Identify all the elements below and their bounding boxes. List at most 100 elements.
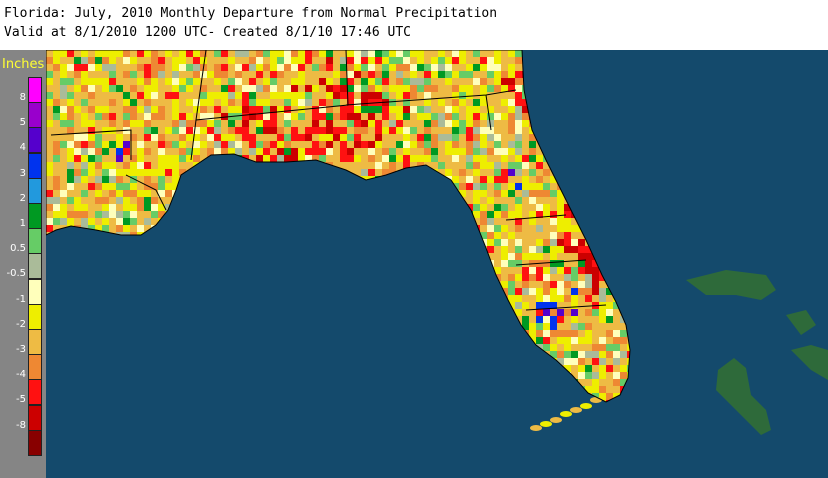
precip-cell [508,169,516,177]
precip-cell [116,120,124,128]
precip-cell [417,141,425,149]
precip-cell [144,162,152,170]
precip-cell [172,141,180,149]
legend-label: 5 [19,117,26,129]
precip-cell [613,330,621,338]
precip-cell [620,330,628,338]
precip-cell [515,176,523,184]
precip-cell [396,120,404,128]
precip-cell [137,190,145,198]
precip-cell [543,232,551,240]
precip-cell [186,71,194,79]
precip-cell [130,225,138,233]
precip-cell [270,127,278,135]
precip-cell [270,57,278,65]
precip-cell [396,127,404,135]
precip-cell [298,113,306,121]
precip-cell [550,295,558,303]
precip-cell [67,99,75,107]
precip-cell [221,99,229,107]
precip-cell [116,148,124,156]
precip-cell [46,120,54,128]
precip-cell [158,92,166,100]
precip-cell [515,253,523,261]
precip-cell [389,134,397,142]
precip-cell [179,134,187,142]
precip-cell [550,218,558,226]
precip-cell [109,190,117,198]
legend-row: -3 [0,329,46,355]
precip-cell [235,85,243,93]
precip-cell [522,106,530,114]
precip-cell [214,134,222,142]
precip-cell [564,260,572,268]
precip-cell [389,50,397,58]
precip-cell [564,309,572,317]
precip-cell [599,365,607,373]
precip-cell [319,141,327,149]
precip-cell [375,113,383,121]
precip-cell [165,50,173,58]
precip-cell [389,71,397,79]
precip-cell [494,155,502,163]
precip-cell [438,120,446,128]
precip-cell [123,197,131,205]
legend-label: 1 [19,218,26,229]
precip-cell [53,225,61,233]
precip-cell [487,225,495,233]
precip-cell [144,190,152,198]
precip-cell [235,92,243,100]
precip-cell [298,71,306,79]
precip-cell [172,127,180,135]
precip-cell [508,127,516,135]
precip-cell [417,57,425,65]
precip-cell [382,113,390,121]
precip-cell [53,71,61,79]
precip-cell [102,141,110,149]
precip-cell [417,148,425,156]
precip-cell [375,92,383,100]
precip-cell [438,50,446,58]
precip-cell [60,78,68,86]
precip-cell [445,71,453,79]
precip-cell [165,127,173,135]
precip-cell [452,155,460,163]
precip-cell [403,148,411,156]
precip-cell [130,155,138,163]
precip-cell [102,106,110,114]
precip-cell [508,92,516,100]
precip-cell [172,169,180,177]
precip-cell [571,274,579,282]
precip-cell [613,379,621,387]
precip-cell [368,127,376,135]
precip-cell [60,162,68,170]
precip-cell [81,92,89,100]
precip-cell [60,148,68,156]
precip-cell [473,155,481,163]
precip-cell [522,190,530,198]
precip-cell [571,302,579,310]
precip-cell [389,113,397,121]
precip-cell [228,120,236,128]
border-line [190,50,349,161]
precip-cell [480,57,488,65]
precip-cell [557,302,565,310]
precip-cell [459,85,467,93]
precip-cell [515,197,523,205]
precip-cell [508,141,516,149]
precip-cell [494,92,502,100]
precip-cell [529,288,537,296]
precip-cell [95,134,103,142]
precip-cell [368,78,376,86]
precip-cell [452,134,460,142]
precip-cell [305,85,313,93]
precip-cell [592,372,600,380]
precip-cell [242,64,250,72]
precip-cell [305,71,313,79]
precip-cell [277,57,285,65]
precip-cell [235,99,243,107]
precip-cell [95,169,103,177]
precip-cell [459,50,467,58]
precip-cell [452,92,460,100]
precip-cell [536,169,544,177]
